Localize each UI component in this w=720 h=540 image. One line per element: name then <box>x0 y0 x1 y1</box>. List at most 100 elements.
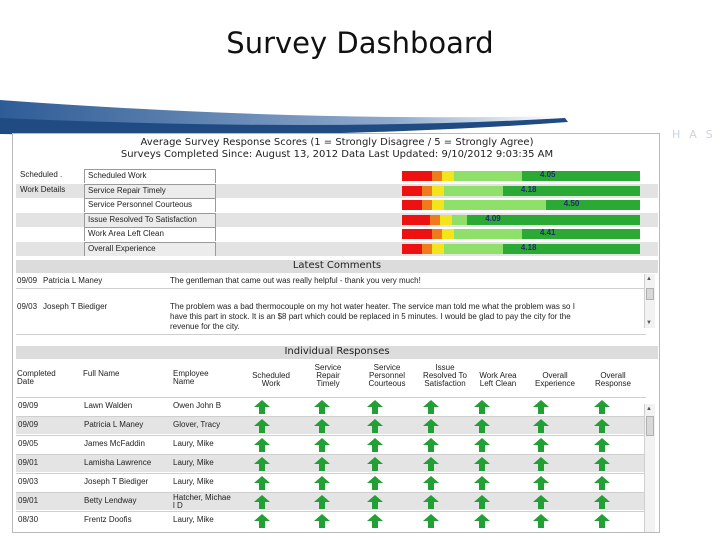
score-label: Service Personnel Courteous <box>84 198 216 213</box>
column-header-line: Service <box>314 363 342 372</box>
score-label: Overall Experience <box>84 242 216 256</box>
table-row[interactable]: 09/05 James McFaddin Laury, Mike <box>16 435 646 453</box>
up-arrow-green-icon <box>367 438 383 452</box>
score-value: 4.09 <box>485 213 501 223</box>
column-header-work-area-left-clean[interactable]: Work Area Left Clean <box>473 372 523 388</box>
bar-segment <box>402 214 430 225</box>
bar-segment <box>432 200 444 211</box>
bar-segment-green <box>467 214 640 225</box>
up-arrow-green-icon <box>533 457 549 471</box>
up-arrow-green-icon <box>594 495 610 509</box>
completed-date: 09/09 <box>18 401 39 410</box>
score-value: 4.18 <box>520 243 537 252</box>
employee-name-line: Laury, Mike <box>173 458 214 467</box>
up-arrow-green-icon <box>367 457 383 471</box>
table-row[interactable]: 09/01 Lamisha Lawrence Laury, Mike <box>16 454 646 472</box>
table-row[interactable]: 09/09 Patricia L Maney Glover, Tracy <box>16 416 646 434</box>
group-label: Work Details <box>20 184 66 194</box>
full-name: Frentz Doofis <box>84 515 132 524</box>
bar-segment <box>442 229 454 240</box>
score-bar: 4.41 <box>402 228 640 240</box>
responses-scroll-thumb[interactable] <box>646 416 654 436</box>
employee-name: Hatcher, Michae l D <box>173 494 231 510</box>
column-header-line: Experience <box>534 379 576 388</box>
employee-name-line: l D <box>173 501 183 510</box>
up-arrow-green-icon <box>533 438 549 452</box>
column-header-line: Full Name <box>83 369 120 378</box>
up-arrow-green-icon <box>254 495 270 509</box>
score-row: Work Details Service Repair Timely 4.18 <box>16 183 658 198</box>
up-arrow-green-icon <box>533 476 549 490</box>
table-row[interactable]: 08/30 Frentz Doofis Laury, Mike <box>16 511 646 529</box>
bar-segment <box>422 185 432 196</box>
comment-separator <box>16 334 646 335</box>
bar-segment <box>440 214 452 225</box>
employee-name: Laury, Mike <box>173 440 214 448</box>
employee-name-line: Laury, Mike <box>173 477 214 486</box>
scroll-down-icon[interactable]: ▼ <box>646 320 652 326</box>
comment-separator <box>16 288 646 289</box>
column-header-overall-response[interactable]: Overall Response <box>585 372 641 388</box>
bar-segment-green <box>521 171 640 181</box>
score-value: 4.05 <box>539 170 556 179</box>
bar-segment-light-green <box>444 244 553 254</box>
employee-name: Laury, Mike <box>173 459 214 467</box>
score-label: Service Repair Timely <box>84 183 216 198</box>
table-row[interactable]: 09/09 Lawn Walden Owen John B <box>16 397 646 415</box>
employee-name-line: Hatcher, Michae <box>173 493 231 502</box>
column-header-line: Resolved To <box>423 371 467 380</box>
scroll-up-icon[interactable]: ▲ <box>646 406 652 412</box>
column-header-completed-date[interactable]: Completed Date <box>17 370 77 386</box>
employee-name: Laury, Mike <box>173 516 214 524</box>
column-header-scheduled-work[interactable]: Scheduled Work <box>243 372 299 388</box>
column-header-service-personnel-courteous[interactable]: Service Personnel Courteous <box>359 364 415 388</box>
full-name: Lawn Walden <box>84 401 133 410</box>
comments-scroll-thumb[interactable] <box>646 288 654 300</box>
column-header-line: Date <box>17 377 34 386</box>
comments-scrollbar[interactable]: ▲ ▼ <box>644 274 655 328</box>
bar-segment-light-green <box>454 171 572 181</box>
bar-segment-light-green <box>444 185 553 196</box>
column-header-overall-experience[interactable]: Overall Experience <box>527 372 583 388</box>
comment-name: Joseph T Biediger <box>43 302 108 311</box>
score-label: Scheduled Work <box>84 169 216 183</box>
bar-segment <box>402 171 432 181</box>
score-value: 4.18 <box>520 184 537 194</box>
full-name: Patricia L Maney <box>84 420 144 429</box>
up-arrow-green-icon <box>367 476 383 490</box>
column-header-line: Work Area <box>479 371 517 380</box>
comments-heading: Latest Comments <box>16 260 658 273</box>
table-row[interactable]: 09/03 Joseph T Biediger Laury, Mike <box>16 473 646 491</box>
comment-date: 09/03 <box>17 302 38 311</box>
employee-name-line: Laury, Mike <box>173 439 214 448</box>
column-header-employee-name[interactable]: Employee Name <box>173 370 243 386</box>
score-row: Service Personnel Courteous 4.50 <box>16 198 658 213</box>
column-header-line: Timely <box>316 379 340 388</box>
up-arrow-green-icon <box>367 514 383 528</box>
responses-scrollbar[interactable]: ▲ <box>644 404 655 532</box>
up-arrow-green-icon <box>254 438 270 452</box>
column-header-line: Service <box>373 363 401 372</box>
score-row: Scheduled . Scheduled Work 4.05 <box>16 169 658 183</box>
swoosh-decoration <box>0 100 568 136</box>
score-value: 4.50 <box>563 199 580 209</box>
up-arrow-green-icon <box>367 419 383 433</box>
bar-segment <box>432 185 444 196</box>
employee-name-line: Owen John B <box>173 401 222 410</box>
dashboard-panel: Average Survey Response Scores (1 = Stro… <box>12 133 660 533</box>
column-header-service-repair-timely[interactable]: Service Repair Timely <box>305 364 351 388</box>
score-bar: 4.50 <box>402 199 640 211</box>
completed-date: 09/09 <box>18 420 39 429</box>
dashboard-subtitle: Surveys Completed Since: August 13, 2012… <box>120 149 554 160</box>
up-arrow-green-icon <box>474 495 490 509</box>
bar-segment <box>432 244 444 254</box>
up-arrow-green-icon <box>423 400 439 414</box>
comment-date: 09/09 <box>17 276 38 285</box>
completed-date: 09/01 <box>18 458 39 467</box>
table-row[interactable]: 09/01 Betty Lendway Hatcher, Michae l D <box>16 492 646 510</box>
bar-segment <box>432 229 442 240</box>
scroll-up-icon[interactable]: ▲ <box>646 276 652 282</box>
column-header-full-name[interactable]: Full Name <box>83 370 163 378</box>
bar-segment <box>422 244 432 254</box>
column-header-issue-resolved[interactable]: Issue Resolved To Satisfaction <box>417 364 473 388</box>
